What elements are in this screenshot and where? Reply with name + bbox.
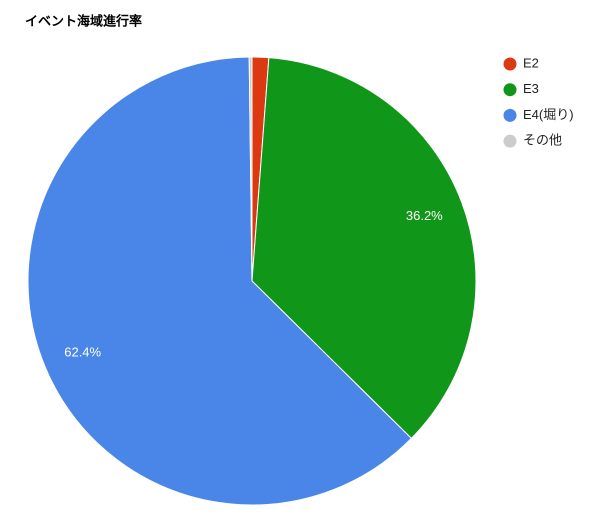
pie-slice xyxy=(248,56,253,282)
pie-slice xyxy=(27,56,413,506)
pie-slice xyxy=(251,57,477,440)
data-label: 36.2% xyxy=(406,208,443,223)
legend-label: E2 xyxy=(523,55,539,70)
legend-label: その他 xyxy=(523,133,562,148)
legend-marker xyxy=(503,134,517,148)
legend-label: E4(堀り) xyxy=(523,107,574,122)
data-label: 62.4% xyxy=(64,344,101,359)
legend-marker xyxy=(503,83,517,97)
legend-marker xyxy=(503,57,517,71)
legend-marker xyxy=(503,108,517,122)
chart-title: イベント海域進行率 xyxy=(25,13,142,28)
legend-label: E3 xyxy=(523,81,539,96)
